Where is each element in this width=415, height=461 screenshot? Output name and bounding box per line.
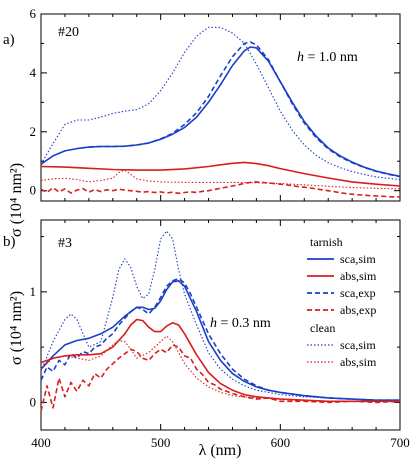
panel-a-annotation-symbol: h bbox=[297, 50, 304, 65]
panel-b-sample-label: #3 bbox=[58, 236, 72, 251]
panel-a-annotation-value: = 1.0 nm bbox=[304, 50, 358, 65]
legend-label: sca,exp bbox=[340, 286, 376, 300]
panel-b-ticks: 01 bbox=[30, 220, 401, 430]
panel-b-annotation-symbol: h bbox=[210, 316, 217, 331]
panel-a-y-tick-label: 2 bbox=[30, 124, 37, 139]
panel-a-series-clean-abs-sim bbox=[40, 169, 401, 190]
panel-a-series-tarnish-abs-exp bbox=[40, 181, 400, 198]
legend-label: sca,sim bbox=[340, 338, 376, 352]
panel-b-annotation-value: = 0.3 nm bbox=[217, 316, 271, 331]
panel-a-sample-label: #20 bbox=[58, 25, 79, 40]
legend-heading-clean: clean bbox=[310, 321, 335, 335]
x-tick-label: 700 bbox=[390, 435, 410, 450]
y-axis-label-a: σ (10⁴ nm²) bbox=[8, 163, 25, 237]
legend: tarnish sca,sim abs,sim sca,exp abs,exp clean… bbox=[307, 235, 377, 369]
legend-label: abs,exp bbox=[340, 303, 376, 317]
x-tick-labels: 400 500 600 700 bbox=[31, 435, 410, 450]
panel-b-series bbox=[40, 230, 401, 412]
panel-a-annotation: h = 1.0 nm bbox=[297, 50, 358, 65]
panel-b-tag: b) bbox=[3, 234, 16, 250]
panel-a-series bbox=[40, 26, 401, 198]
legend-label: abs,sim bbox=[340, 355, 377, 369]
panel-a-y-tick-label: 6 bbox=[30, 6, 37, 21]
panel-b-y-tick-label: 0 bbox=[30, 394, 37, 409]
panel-b-y-tick-label: 1 bbox=[30, 284, 37, 299]
panel-a-series-tarnish-sca-sim bbox=[40, 46, 401, 178]
legend-label: abs,sim bbox=[340, 269, 377, 283]
panel-b-series-clean-abs-sim bbox=[40, 335, 400, 402]
panel-b-series-tarnish-sca-exp bbox=[40, 277, 400, 401]
panel-b: b) 01 #3 h = 0.3 nm tarnishsca,simabs,si… bbox=[3, 219, 401, 431]
panel-a-y-tick-label: 4 bbox=[30, 65, 37, 80]
panel-b-series-tarnish-abs-exp bbox=[40, 344, 401, 412]
panel-a-series-tarnish-sca-exp bbox=[88, 41, 401, 178]
x-tick-label: 600 bbox=[271, 435, 291, 450]
panel-a-frame bbox=[40, 13, 401, 202]
x-axis-label: λ (nm) bbox=[199, 442, 242, 459]
panel-b-frame bbox=[40, 219, 401, 431]
x-tick-label: 500 bbox=[151, 435, 171, 450]
legend-label: sca,sim bbox=[340, 252, 376, 266]
panel-a-y-tick-label: 0 bbox=[30, 183, 37, 198]
panel-a-tag: a) bbox=[3, 32, 15, 48]
panel-a-series-tarnish-abs-sim bbox=[40, 161, 401, 187]
x-tick-label: 400 bbox=[31, 435, 51, 450]
panel-b-series-tarnish-abs-sim bbox=[40, 318, 400, 403]
panel-b-annotation: h = 0.3 nm bbox=[210, 316, 271, 331]
panel-a-ticks: 0 2 4 6 bbox=[30, 6, 401, 201]
y-axis-label-b: σ (10⁴ nm²) bbox=[8, 291, 25, 365]
panel-a: a) 0 2 4 6 #20 h = 1.0 nm bbox=[3, 6, 401, 202]
legend-heading-tarnish: tarnish bbox=[310, 235, 343, 249]
